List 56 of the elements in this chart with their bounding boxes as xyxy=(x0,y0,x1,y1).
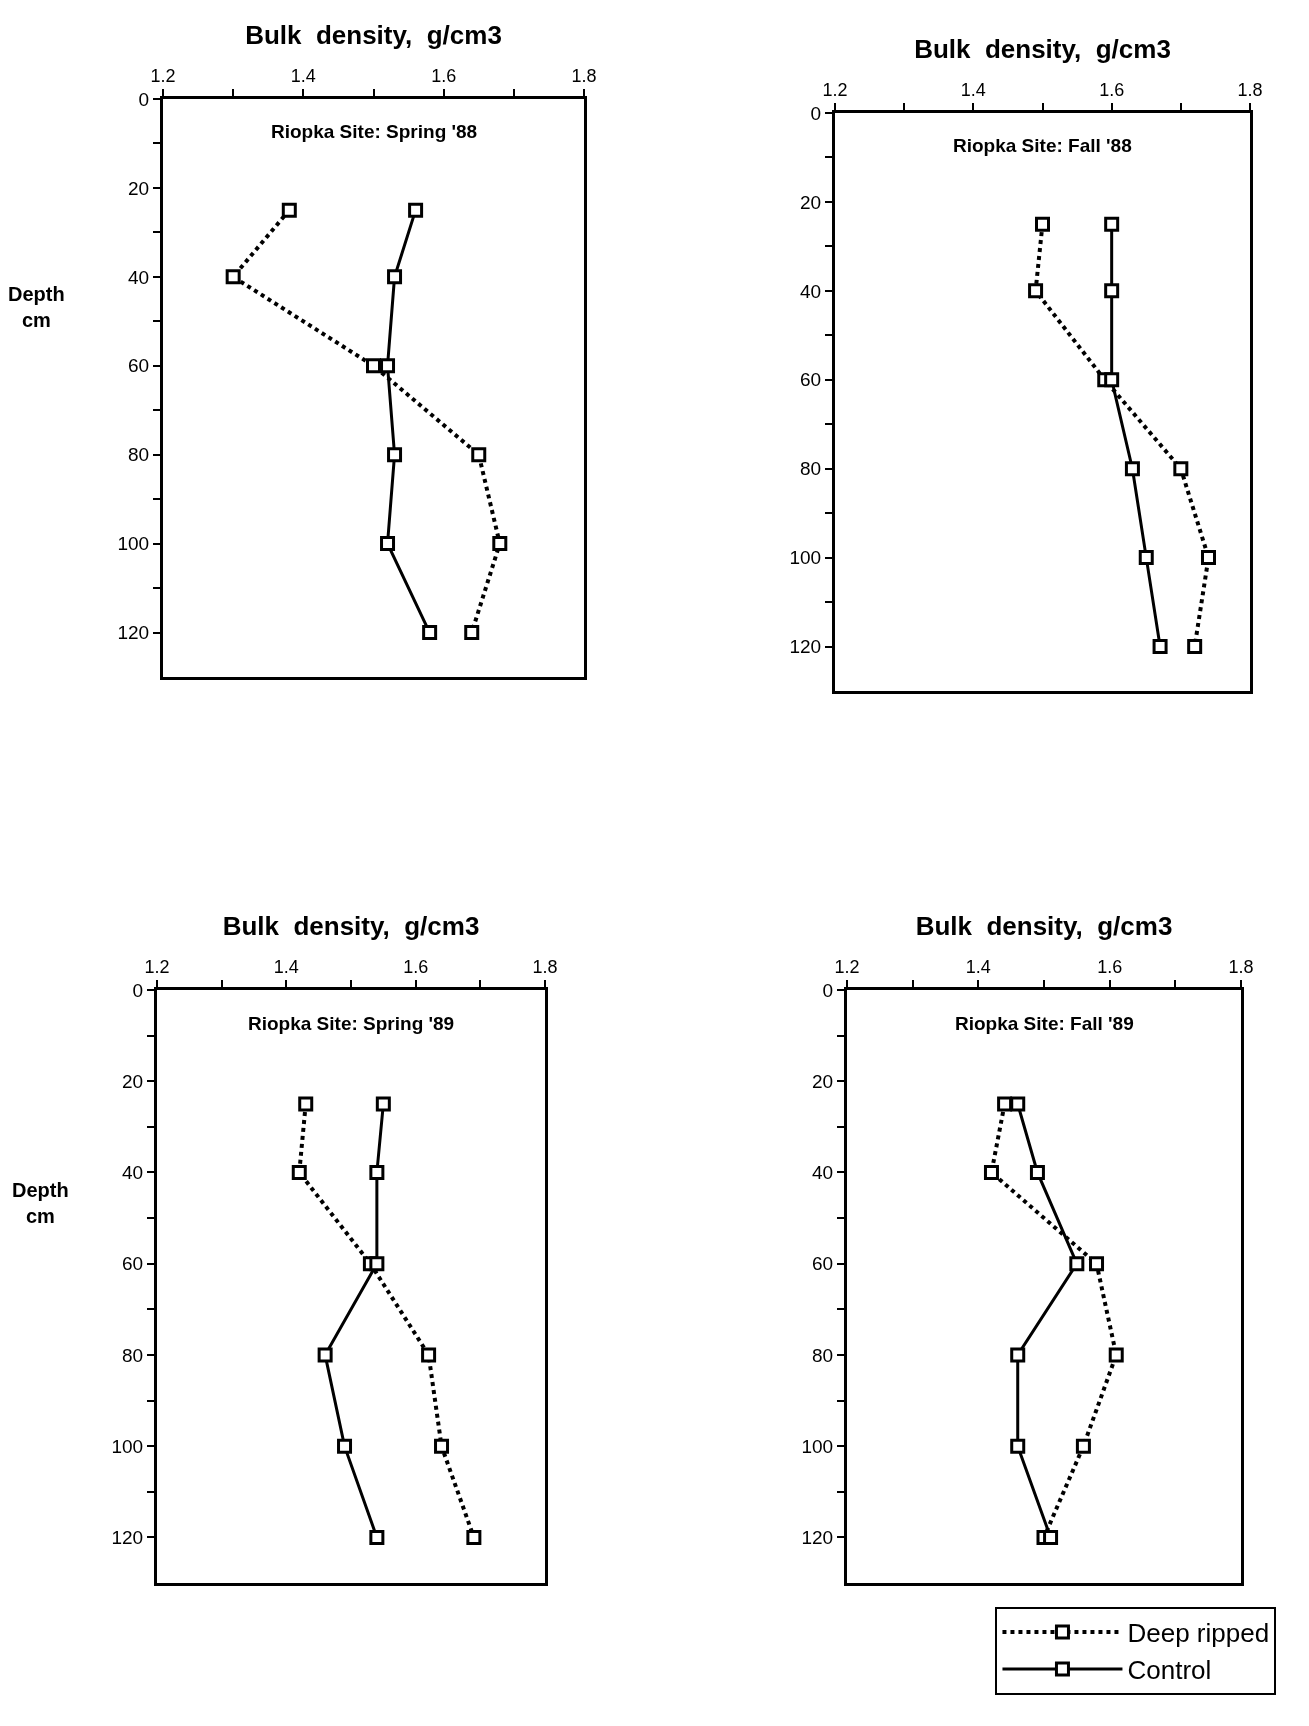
y-tick-label: 120 xyxy=(789,636,822,658)
y-tick-label: 0 xyxy=(138,88,150,110)
x-tick-label: 1.6 xyxy=(431,65,457,86)
annotation: Riopka Site: Spring '89 xyxy=(248,1013,455,1034)
y-tick-label: 80 xyxy=(122,1344,144,1366)
y-tick-label: 40 xyxy=(122,1162,144,1184)
annotation: Riopka Site: Fall '89 xyxy=(955,1013,1134,1034)
y-tick-label: 80 xyxy=(800,458,822,480)
x-tick-label: 1.6 xyxy=(1099,79,1125,100)
y-tick-label: 60 xyxy=(800,369,822,391)
x-tick-label: 1.2 xyxy=(150,65,176,86)
y-tick-label: 0 xyxy=(132,979,144,1001)
y-tick-label: 40 xyxy=(128,266,150,288)
x-tick-label: 1.4 xyxy=(960,79,986,100)
y-axis-title: Depth cm xyxy=(12,1179,69,1227)
y-tick-label: 0 xyxy=(822,979,834,1001)
y-tick-label: 60 xyxy=(122,1253,144,1275)
y-tick-label: 80 xyxy=(812,1344,834,1366)
x-axis-title: Bulk density, g/cm3 xyxy=(222,911,480,942)
x-tick-label: 1.6 xyxy=(403,956,429,977)
y-tick-label: 20 xyxy=(128,177,150,199)
y-tick-label: 20 xyxy=(122,1070,144,1092)
y-tick-label: 20 xyxy=(812,1070,834,1092)
y-tick-label: 40 xyxy=(812,1162,834,1184)
legend-label: Deep ripped xyxy=(1127,1618,1270,1649)
x-tick-label: 1.8 xyxy=(532,956,558,977)
y-tick-label: 100 xyxy=(789,547,822,569)
x-axis-title: Bulk density, g/cm3 xyxy=(915,911,1173,942)
x-axis-title: Bulk density, g/cm3 xyxy=(245,20,502,51)
y-tick-label: 120 xyxy=(117,622,150,644)
y-tick-label: 80 xyxy=(128,444,150,466)
annotation: Riopka Site: Fall '88 xyxy=(953,135,1132,156)
x-axis-title: Bulk density, g/cm3 xyxy=(914,34,1171,65)
legend-label: Control xyxy=(1127,1655,1212,1686)
y-tick-label: 60 xyxy=(812,1253,834,1275)
y-tick-label: 120 xyxy=(801,1527,834,1549)
x-tick-label: 1.4 xyxy=(290,65,316,86)
x-tick-label: 1.2 xyxy=(144,956,170,977)
x-tick-label: 1.4 xyxy=(965,956,991,977)
y-tick-label: 120 xyxy=(111,1527,144,1549)
annotation: Riopka Site: Spring '88 xyxy=(271,121,478,142)
y-tick-label: 40 xyxy=(800,280,822,302)
y-tick-label: 100 xyxy=(801,1435,834,1457)
x-tick-label: 1.2 xyxy=(834,956,860,977)
x-tick-label: 1.8 xyxy=(1228,956,1254,977)
y-tick-label: 0 xyxy=(810,102,822,124)
x-tick-label: 1.8 xyxy=(571,65,597,86)
x-tick-label: 1.2 xyxy=(822,79,848,100)
y-tick-label: 100 xyxy=(117,533,150,555)
y-tick-label: 100 xyxy=(111,1435,144,1457)
y-axis-title: Depth cm xyxy=(8,283,65,331)
x-tick-label: 1.4 xyxy=(273,956,299,977)
x-tick-label: 1.6 xyxy=(1097,956,1123,977)
y-tick-label: 60 xyxy=(128,355,150,377)
y-tick-label: 20 xyxy=(800,191,822,213)
x-tick-label: 1.8 xyxy=(1237,79,1263,100)
